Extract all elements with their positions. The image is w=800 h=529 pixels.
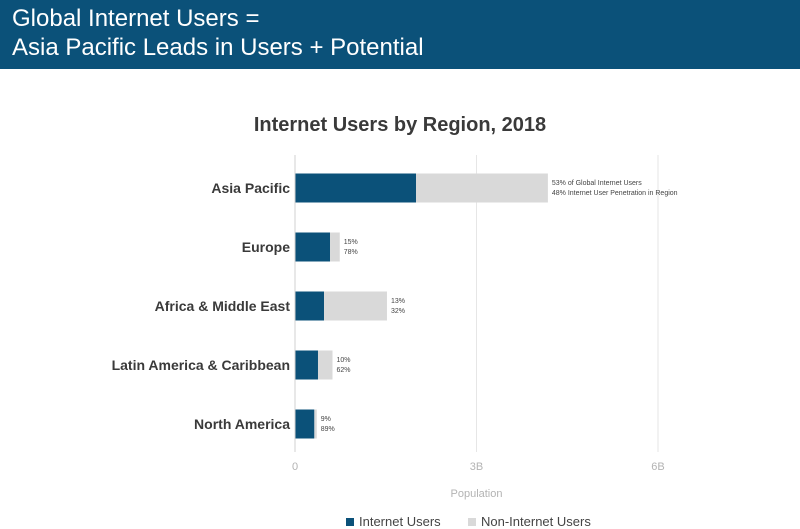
category-label: Africa & Middle East — [155, 298, 291, 314]
category-label: North America — [194, 416, 290, 432]
bar-non-internet-users — [317, 350, 333, 380]
legend-label-non-internet-users: Non-Internet Users — [481, 514, 591, 529]
data-annotation: 15% — [344, 239, 358, 246]
chart-title: Internet Users by Region, 2018 — [253, 114, 547, 136]
category-label: Europe — [242, 239, 290, 255]
bar-non-internet-users — [416, 173, 548, 203]
data-annotation: 10% — [337, 357, 351, 364]
legend-item-non-internet-users: Non-Internet Users — [468, 514, 591, 529]
bar-internet-users — [295, 232, 331, 262]
data-annotation: 89% — [321, 426, 335, 433]
legend-item-internet-users: Internet Users — [346, 514, 441, 529]
header-title-line-2: Asia Pacific Leads in Users + Potential — [12, 34, 424, 61]
category-label: Latin America & Caribbean — [112, 357, 290, 373]
data-annotation: 13% — [391, 298, 405, 305]
data-annotation: 53% of Global Internet Users — [552, 180, 642, 187]
bar-internet-users — [295, 409, 315, 439]
legend-swatch-non-internet-users — [468, 518, 476, 526]
header-banner: Global Internet Users = Asia Pacific Lea… — [0, 0, 800, 69]
data-annotation: 32% — [391, 308, 405, 315]
header-title-line-1: Global Internet Users = — [12, 5, 260, 32]
bar-internet-users — [295, 291, 325, 321]
x-tick-label: 0 — [292, 461, 298, 473]
data-annotation: 48% Internet User Penetration in Region — [552, 190, 678, 197]
legend-swatch-internet-users — [346, 518, 354, 526]
data-annotation: 9% — [321, 416, 331, 423]
bar-internet-users — [295, 173, 416, 203]
bar-internet-users — [295, 350, 318, 380]
bar-non-internet-users — [314, 409, 317, 439]
data-annotation: 62% — [337, 367, 351, 374]
data-annotation: 78% — [344, 249, 358, 256]
bar-non-internet-users — [330, 232, 340, 262]
x-tick-label: 3B — [470, 461, 483, 473]
chart-legend: Internet Users Non-Internet Users — [0, 512, 800, 529]
legend-label-internet-users: Internet Users — [359, 514, 441, 529]
x-tick-label: 6B — [651, 461, 664, 473]
bar-non-internet-users — [324, 291, 387, 321]
x-axis-title: Population — [451, 488, 503, 500]
category-label: Asia Pacific — [211, 180, 290, 196]
